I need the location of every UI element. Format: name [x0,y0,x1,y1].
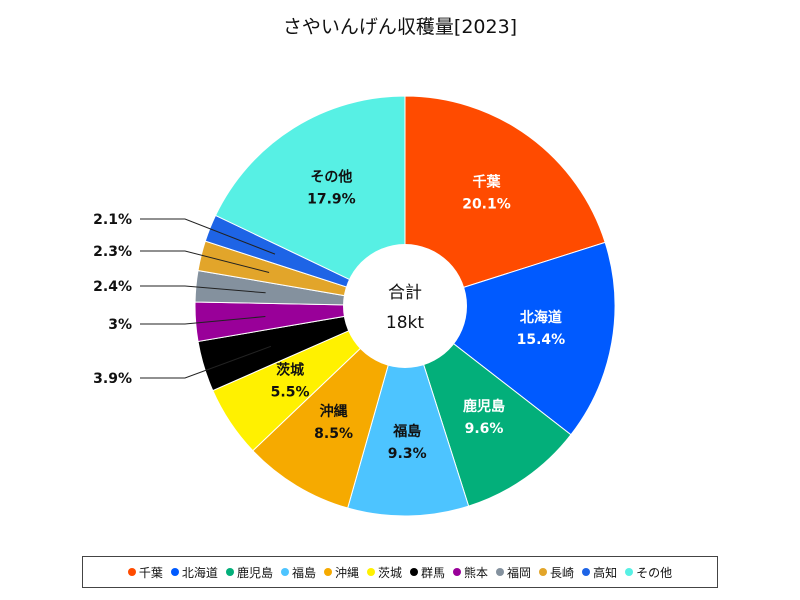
legend-marker-icon [323,568,332,576]
leader-line [140,316,266,325]
legend-label: 沖縄 [334,565,359,580]
pie-slice-1 [404,95,606,307]
pie-slice-4 [347,304,470,517]
legend-marker-icon [280,568,289,576]
leader-lines [140,218,276,379]
legend-item: 沖縄 [323,564,359,581]
legend-item: 長崎 [539,564,574,581]
leader-line [140,285,266,294]
legend-label: 福島 [291,565,316,580]
chart-title: さやいんげん収穫量[2023] [282,16,518,38]
legend-marker-icon [539,568,548,576]
legend-item: 福島 [280,564,316,581]
slice-name-label: 沖縄 [320,403,348,420]
slice-value-label: 3% [108,317,132,333]
legend-label: 熊本 [464,565,489,580]
center-value: 18kt [386,313,424,333]
pie-slice-5 [252,304,406,509]
donut-hole [343,244,467,368]
legend-item: 熊本 [453,564,488,581]
legend-label: 高知 [593,565,618,580]
pie-slice-12 [214,95,406,307]
center-label: 合計 [388,283,422,303]
slice-name-label: 福島 [392,423,421,440]
legend-label: 茨城 [377,565,402,580]
leader-line [140,345,272,379]
slice-value-label: 9.3% [388,446,427,462]
slice-value-label: 2.3% [93,244,132,260]
slice-name-label: 千葉 [473,174,502,191]
leader-line [140,218,276,255]
legend-label: 福岡 [507,565,532,580]
slice-name-label: 北海道 [520,309,562,326]
legend-marker-icon [496,568,505,576]
slice-value-label: 8.5% [314,426,353,442]
legend-item: 高知 [582,564,617,581]
legend-marker-icon [366,568,375,576]
legend-label: 群馬 [421,565,446,580]
legend-label: 千葉 [138,565,163,580]
legend-label: 長崎 [550,565,575,580]
legend-item: 福岡 [496,564,531,581]
legend-marker-icon [127,568,136,576]
pie-slice-3 [404,304,572,507]
legend-label: その他 [636,565,673,580]
legend-marker-icon [453,568,462,576]
slice-value-label: 20.1% [462,197,511,213]
slice-name-label: 鹿児島 [462,398,505,415]
slice-value-label: 9.6% [465,421,504,437]
slice-value-label: 2.1% [93,212,132,228]
legend-item: 北海道 [170,564,218,581]
slice-value-label: 15.4% [517,332,566,348]
legend-marker-icon [410,568,418,576]
slice-value-label: 2.4% [93,279,132,295]
slice-value-label: 5.5% [271,385,310,401]
legend-item: 千葉 [127,564,163,581]
legend-marker-icon [582,568,591,576]
slice-labels: 千葉 20.1% 北海道 15.4% 鹿児島 9.6% 福島 9.3% 沖縄 8.5% 茨城 5.5%… [93,168,565,462]
slice-name-label: 茨城 [276,362,304,379]
legend-label: 鹿児島 [236,565,273,580]
slice-name-label: その他 [310,168,352,185]
slice-value-label: 3.9% [93,371,132,387]
legend-marker-icon [625,568,634,576]
chart-legend: 千葉 北海道 鹿児島 福島 沖縄 茨城 群馬 熊本 福岡 長崎 高知 その他 [82,556,718,588]
legend-marker-icon [170,568,179,576]
legend-item: 群馬 [410,564,445,581]
legend-marker-icon [225,568,234,576]
legend-item: その他 [625,564,672,581]
legend-item: 鹿児島 [225,564,273,581]
legend-item: 茨城 [366,564,402,581]
pie-chart: 千葉 20.1% 北海道 15.4% 鹿児島 9.6% 福島 9.3% 沖縄 8.5% 茨城 5.5%… [93,95,616,517]
leader-line [140,250,270,273]
slice-value-label: 17.9% [307,191,356,207]
legend-label: 北海道 [181,565,218,580]
